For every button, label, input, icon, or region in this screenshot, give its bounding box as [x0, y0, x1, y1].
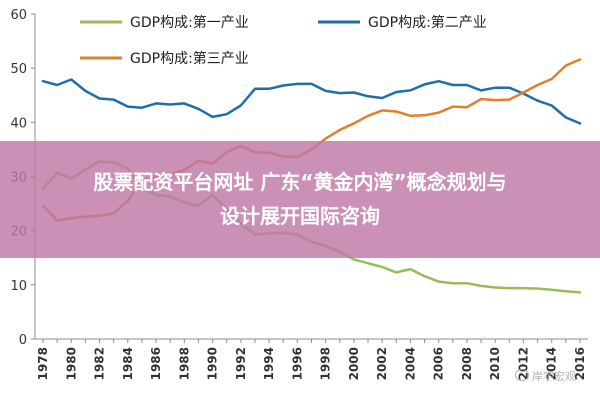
banner-text: 股票配资平台网址 广东“黄金内湾”概念规划与 设计展开国际咨询	[0, 165, 600, 233]
legend-label-1: GDP构成:第一产业	[130, 14, 249, 31]
banner-line-1: 股票配资平台网址 广东“黄金内湾”概念规划与	[93, 170, 507, 194]
x-tick-label: 2014	[545, 347, 559, 380]
x-tick-label: 1988	[177, 347, 191, 380]
x-tick-label: 1992	[234, 347, 248, 380]
y-tick-label: 50	[10, 62, 27, 77]
x-tick-label: 1982	[93, 347, 107, 380]
x-tick-label: 2004	[403, 347, 417, 380]
legend: GDP构成:第一产业 GDP构成:第二产业 GDP构成:第三产业	[80, 14, 487, 67]
banner-line-2: 设计展开国际咨询	[220, 204, 380, 228]
watermark-text: 岸宇宏观	[532, 370, 576, 383]
series-line-2	[41, 78, 582, 125]
x-tick-label: 1980	[64, 347, 78, 380]
x-tick-label: 2010	[488, 347, 502, 380]
x-tick-label: 1984	[121, 347, 135, 380]
x-tick-label: 1978	[36, 347, 50, 380]
x-tick-label: 1996	[290, 347, 304, 380]
y-tick-label: 0	[19, 333, 27, 348]
watermark: 岸宇宏观	[515, 368, 576, 384]
x-axis: 1978 1980 1982 1984 1986 1988 1990 1992 1994 1996…	[35, 338, 588, 380]
y-tick-label: 40	[10, 116, 27, 131]
x-tick-label: 2016	[573, 347, 587, 380]
x-tick-label: 1994	[262, 347, 276, 380]
x-tick-label: 2008	[460, 347, 474, 380]
x-tick-label: 1998	[319, 347, 333, 380]
y-tick-label: 10	[10, 279, 27, 294]
y-tick-label: 60	[10, 8, 27, 23]
x-tick-label: 2002	[375, 347, 389, 380]
x-tick-label: 2006	[432, 347, 446, 380]
x-tick-label: 2000	[347, 347, 361, 380]
wechat-icon	[515, 369, 529, 381]
legend-label-2: GDP构成:第二产业	[368, 14, 487, 31]
x-tick-label: 1990	[206, 347, 220, 380]
overlay-banner	[0, 141, 600, 258]
x-tick-label: 1986	[149, 347, 163, 380]
legend-label-3: GDP构成:第三产业	[130, 50, 249, 67]
